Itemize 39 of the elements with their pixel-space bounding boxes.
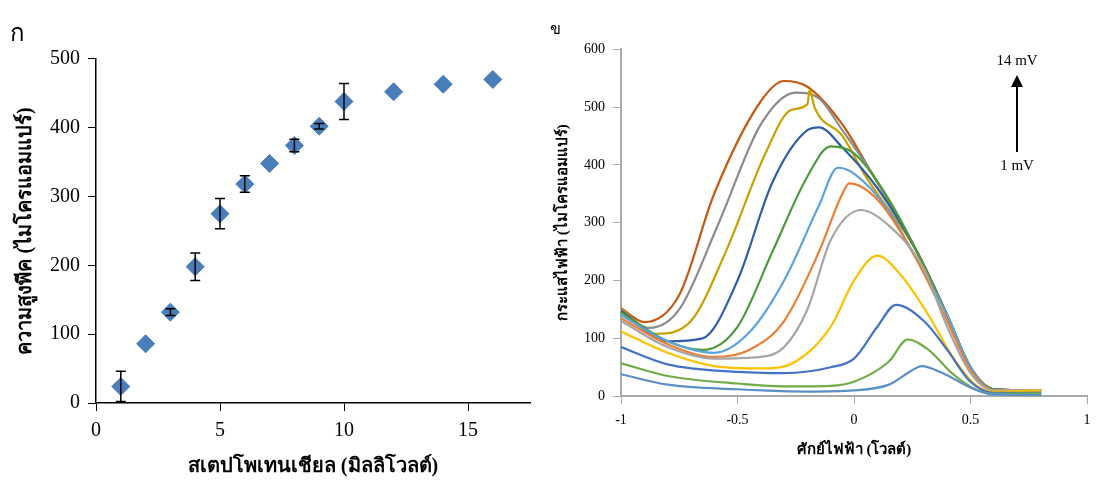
point (136, 334, 156, 354)
x-tick-label: -1 (615, 412, 627, 428)
point (483, 69, 503, 89)
chart-title: ก (10, 19, 25, 46)
y-tick-label: 100 (584, 330, 605, 346)
line-series (621, 254, 1042, 393)
annotation: 1 mV (1000, 157, 1035, 174)
y-axis-title: ความสูงพีค (ไมโครแอมแปร์) (12, 107, 39, 355)
x-tick-label: 0.5 (961, 412, 980, 428)
point (433, 74, 453, 94)
y-tick-label: 400 (584, 156, 605, 172)
x-tick-label: 0 (850, 412, 858, 428)
point (384, 82, 404, 102)
point (260, 153, 280, 173)
y-tick-label: 300 (584, 214, 605, 230)
y-tick-label: 400 (50, 114, 80, 137)
y-tick-label: 100 (50, 321, 80, 344)
x-tick-label: 10 (334, 418, 354, 441)
x-tick-label: 15 (458, 418, 478, 441)
y-tick-label: 200 (584, 272, 605, 288)
y-tick-label: 200 (50, 252, 80, 275)
annotation: 14 mV (996, 52, 1038, 69)
x-tick-label: 5 (215, 418, 225, 441)
point (160, 302, 180, 322)
line-series (621, 338, 1042, 395)
y-tick-label: 0 (598, 387, 605, 403)
y-tick-label: 300 (50, 183, 80, 206)
chart-title: ข (550, 19, 561, 37)
x-tick-label: -0.5 (726, 412, 749, 428)
x-axis-title: ศักย์ไฟฟ้า (โวลต์) (796, 438, 912, 458)
y-axis-title: กระแสไฟฟ้า (ไมโครแอมแปร์) (551, 124, 571, 322)
x-tick-label: 0 (91, 418, 101, 441)
x-tick-label: 1 (1083, 412, 1091, 428)
y-tick-label: 500 (584, 98, 605, 114)
y-tick-label: 0 (70, 390, 80, 413)
x-axis-title: สเตปโพเทนเชียล (มิลลิโวลต์) (187, 453, 439, 478)
y-tick-label: 600 (584, 40, 605, 56)
line-series (621, 365, 1042, 397)
y-tick-label: 500 (50, 46, 80, 69)
